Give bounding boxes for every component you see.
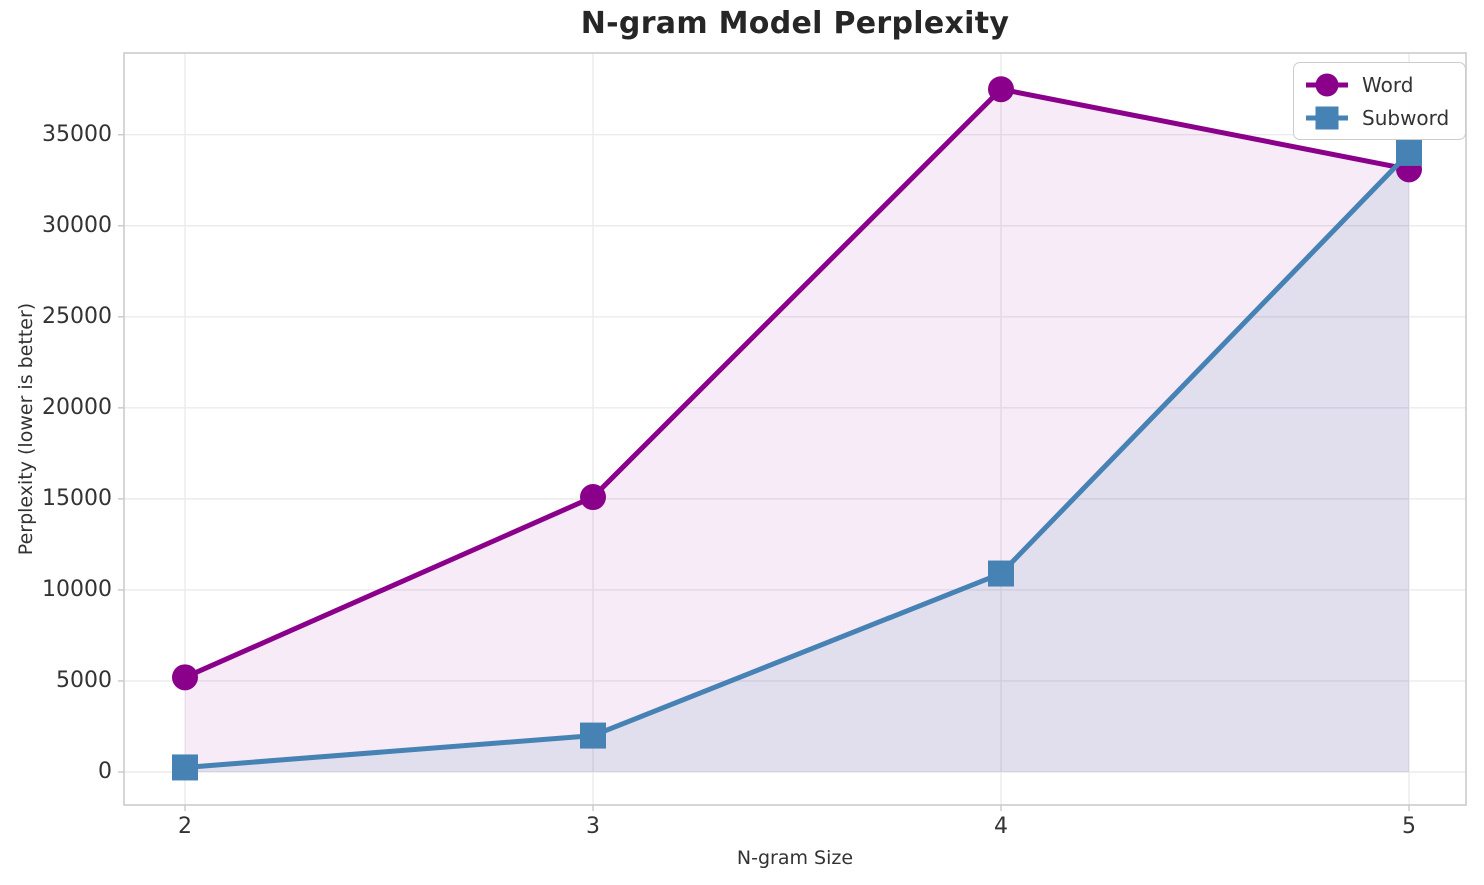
plot-border: [123, 52, 1467, 806]
area-fill-word: [185, 89, 1409, 772]
x-tick-label: 3: [586, 814, 600, 839]
y-axis-label: Perplexity (lower is better): [15, 302, 37, 556]
marker-word-point: [988, 76, 1014, 103]
x-tick-label: 4: [994, 814, 1008, 839]
subword-line-square-marker-icon: [1306, 106, 1348, 129]
x-tick-label: 5: [1402, 814, 1416, 839]
marker-subword-point: [172, 754, 198, 781]
y-tick-label: 5000: [56, 667, 112, 693]
y-tick-label: 35000: [42, 121, 112, 147]
line-subword: [184, 151, 1411, 770]
axis-ticks: [118, 133, 1410, 811]
y-tick-label: 20000: [42, 394, 112, 420]
marker-subword-point: [988, 560, 1014, 587]
legend-label-word: Word: [1362, 72, 1414, 97]
y-tick-label: 15000: [42, 485, 112, 511]
word-line-circle-marker-icon: [1306, 73, 1348, 96]
legend-item-subword: Subword: [1304, 101, 1449, 134]
y-tick-label: 30000: [42, 212, 112, 238]
chart-title: N-gram Model Perplexity: [580, 6, 1010, 41]
y-tick-label: 10000: [42, 576, 112, 602]
legend-label-subword: Subword: [1362, 105, 1450, 130]
legend: Word Subword: [1293, 62, 1467, 140]
legend-item-word: Word: [1304, 68, 1449, 101]
x-axis-label: N-gram Size: [736, 847, 854, 869]
y-tick-label: 25000: [42, 303, 112, 329]
marker-word-point: [580, 484, 606, 511]
marker-subword-point: [1396, 139, 1422, 166]
marker-word-point: [172, 664, 198, 691]
marker-subword-point: [580, 722, 606, 749]
line-word: [183, 86, 1410, 680]
x-tick-label: 2: [178, 814, 192, 839]
area-fill-subword: [185, 152, 1409, 773]
y-tick-label: 0: [98, 759, 112, 784]
